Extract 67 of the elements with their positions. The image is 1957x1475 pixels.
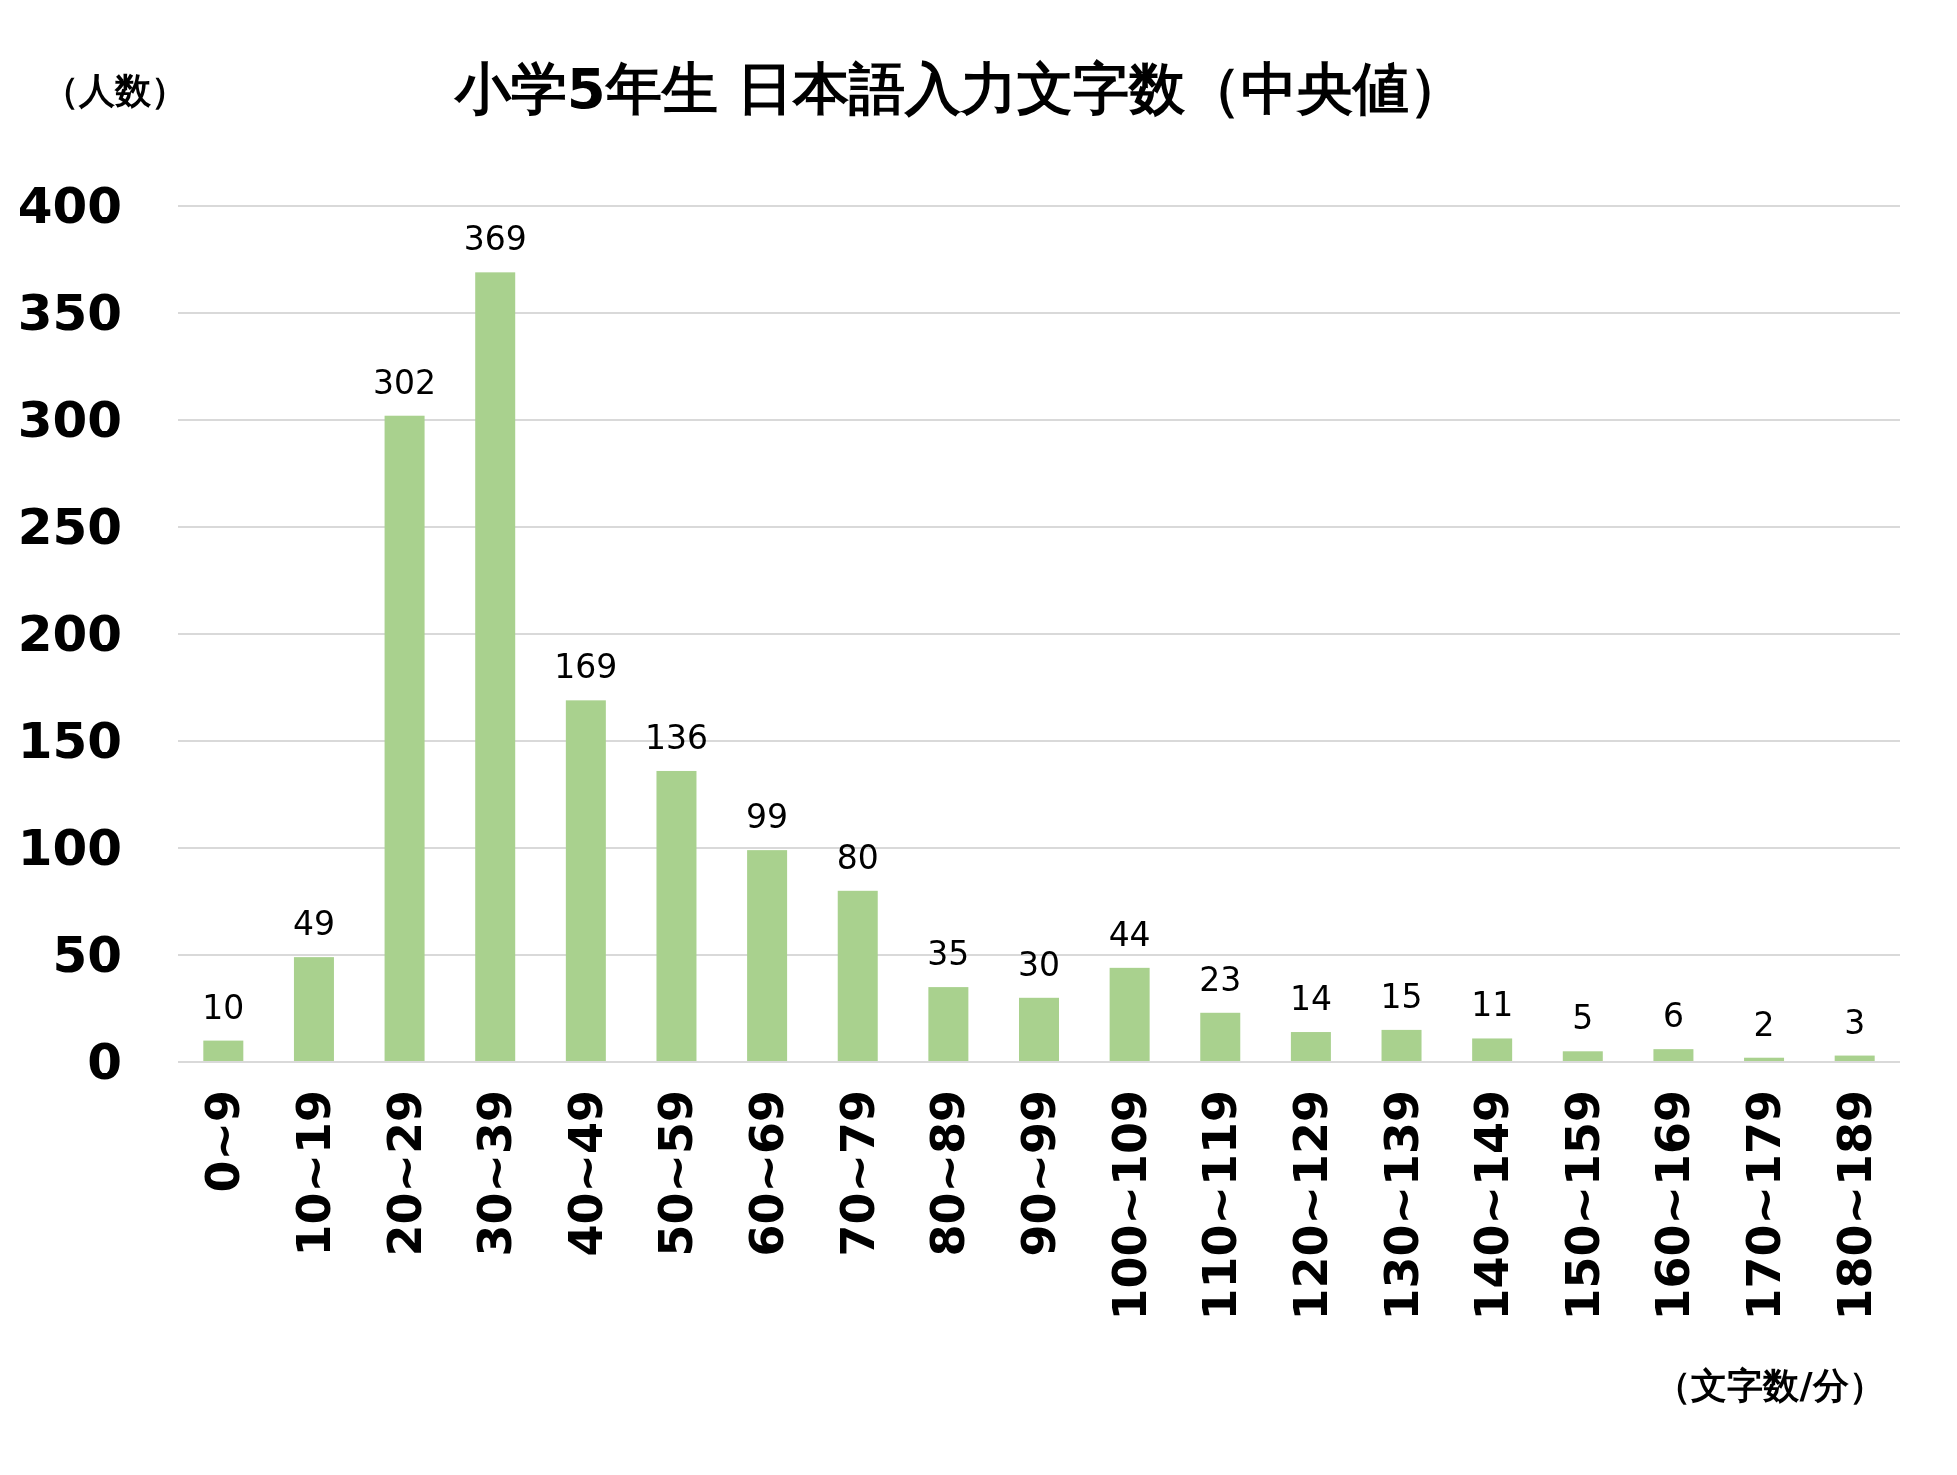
- x-tick-label: 90~99: [1012, 1090, 1066, 1257]
- y-tick-label: 100: [17, 819, 122, 877]
- bar: [1472, 1038, 1513, 1062]
- y-tick-label: 250: [17, 498, 122, 556]
- data-label: 23: [1199, 959, 1242, 999]
- data-label: 11: [1471, 985, 1514, 1025]
- x-tick-label: 10~19: [286, 1090, 341, 1257]
- y-tick-label: 350: [17, 284, 122, 342]
- data-label: 80: [836, 837, 879, 877]
- data-label: 10: [202, 987, 245, 1027]
- data-label: 49: [292, 904, 335, 944]
- data-label: 35: [927, 934, 970, 974]
- x-axis-title: （文字数/分）: [1655, 1365, 1885, 1406]
- y-tick-label: 50: [52, 926, 122, 984]
- bar: [1381, 1029, 1422, 1062]
- x-tick-label: 30~39: [468, 1090, 523, 1257]
- bar: [384, 415, 425, 1062]
- data-label: 3: [1844, 1002, 1866, 1042]
- x-tick-label: 180~189: [1827, 1090, 1882, 1321]
- x-tick-label: 100~109: [1102, 1090, 1157, 1321]
- y-tick-label: 400: [17, 177, 122, 235]
- bar: [747, 850, 788, 1062]
- x-tick-label: 20~29: [377, 1090, 432, 1257]
- x-tick-label: 150~159: [1555, 1090, 1610, 1321]
- data-label: 169: [554, 647, 618, 687]
- bar: [475, 272, 516, 1062]
- y-tick-label: 200: [17, 605, 122, 663]
- data-label: 2: [1753, 1004, 1775, 1044]
- y-tick-label: 150: [17, 712, 122, 770]
- data-label: 6: [1662, 996, 1684, 1036]
- bar: [293, 957, 334, 1062]
- bar: [928, 987, 969, 1062]
- data-label: 15: [1380, 976, 1423, 1016]
- bar: [1562, 1051, 1603, 1062]
- bar: [1653, 1049, 1694, 1062]
- bar: [1109, 967, 1150, 1062]
- x-tick-label: 120~129: [1283, 1090, 1338, 1321]
- bar: [1200, 1012, 1241, 1062]
- data-label: 5: [1572, 998, 1594, 1038]
- chart-title: 小学5年生 日本語入力文字数（中央値）: [452, 56, 1466, 121]
- bar: [565, 700, 606, 1062]
- data-label: 99: [746, 797, 789, 837]
- bar: [1290, 1032, 1331, 1062]
- bar: [837, 890, 878, 1062]
- data-label: 136: [644, 717, 708, 757]
- x-tick-label: 60~69: [740, 1090, 795, 1257]
- data-label: 369: [463, 219, 527, 259]
- x-tick-label: 40~49: [558, 1090, 613, 1257]
- x-tick-label: 170~179: [1737, 1090, 1792, 1321]
- data-label: 302: [373, 362, 437, 402]
- x-tick-label: 80~89: [921, 1090, 976, 1257]
- bar: [203, 1040, 244, 1062]
- x-tick-label: 130~139: [1374, 1090, 1429, 1321]
- x-tick-label: 70~79: [830, 1090, 885, 1257]
- x-tick-label: 50~59: [649, 1090, 704, 1257]
- y-tick-label: 0: [87, 1033, 122, 1091]
- y-axis-title: （人数）: [43, 70, 187, 111]
- x-tick-label: 110~119: [1193, 1090, 1248, 1321]
- data-label: 14: [1289, 979, 1332, 1019]
- bar: [1019, 997, 1059, 1062]
- data-label: 44: [1108, 914, 1151, 954]
- bar: [656, 770, 697, 1062]
- data-label: 30: [1018, 944, 1060, 984]
- x-tick-label: 0~9: [196, 1090, 251, 1193]
- y-tick-label: 300: [17, 391, 122, 449]
- x-tick-label: 140~149: [1465, 1090, 1520, 1321]
- x-tick-label: 160~169: [1646, 1090, 1701, 1321]
